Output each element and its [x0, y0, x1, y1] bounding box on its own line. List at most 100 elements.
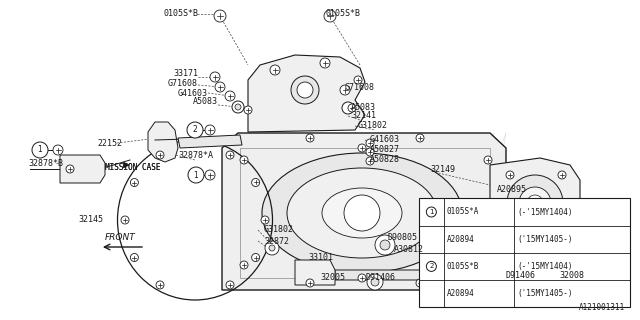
Polygon shape	[222, 133, 506, 290]
Text: ('15MY1405-): ('15MY1405-)	[517, 289, 572, 298]
Circle shape	[358, 274, 366, 282]
Text: D91406: D91406	[365, 274, 395, 283]
Circle shape	[506, 171, 514, 179]
Circle shape	[232, 101, 244, 113]
Circle shape	[354, 76, 362, 84]
Circle shape	[342, 102, 354, 114]
Text: 0105S*B: 0105S*B	[326, 10, 361, 19]
Circle shape	[527, 195, 543, 211]
Text: 32878*A: 32878*A	[178, 150, 213, 159]
Text: 32005: 32005	[320, 274, 345, 283]
Circle shape	[340, 85, 350, 95]
Text: A50828: A50828	[370, 155, 400, 164]
Circle shape	[484, 261, 492, 269]
Text: A5083: A5083	[193, 98, 218, 107]
Text: 32149: 32149	[430, 165, 455, 174]
Circle shape	[367, 274, 383, 290]
Circle shape	[188, 167, 204, 183]
Text: 22152: 22152	[97, 139, 122, 148]
Ellipse shape	[287, 168, 437, 258]
Circle shape	[549, 266, 561, 278]
Circle shape	[244, 106, 252, 114]
Text: 0105S*B: 0105S*B	[164, 10, 199, 19]
Circle shape	[366, 148, 374, 156]
Polygon shape	[248, 55, 365, 132]
Circle shape	[235, 104, 241, 110]
Circle shape	[205, 170, 215, 180]
Text: A20894: A20894	[447, 235, 474, 244]
Circle shape	[53, 145, 63, 155]
Ellipse shape	[322, 188, 402, 238]
Circle shape	[426, 261, 436, 271]
Circle shape	[240, 261, 248, 269]
Circle shape	[426, 207, 436, 217]
Circle shape	[519, 187, 551, 219]
Text: G71608: G71608	[345, 83, 375, 92]
Circle shape	[380, 240, 390, 250]
Text: 2: 2	[429, 263, 433, 269]
Text: (-'15MY1404): (-'15MY1404)	[517, 207, 572, 217]
Circle shape	[252, 253, 260, 261]
Text: A30812: A30812	[394, 244, 424, 253]
Circle shape	[226, 281, 234, 289]
Circle shape	[324, 10, 336, 22]
Text: G71608: G71608	[168, 78, 198, 87]
Circle shape	[375, 235, 395, 255]
Circle shape	[306, 279, 314, 287]
Circle shape	[215, 82, 225, 92]
Text: D90805: D90805	[388, 234, 418, 243]
Text: MISSION CASE: MISSION CASE	[105, 164, 161, 172]
Circle shape	[371, 278, 379, 286]
Text: ('15MY1405-): ('15MY1405-)	[517, 235, 572, 244]
Circle shape	[291, 76, 319, 104]
Text: 32141: 32141	[351, 111, 376, 121]
Circle shape	[558, 171, 566, 179]
Text: A20894: A20894	[447, 289, 474, 298]
Polygon shape	[490, 158, 580, 248]
Circle shape	[32, 142, 48, 158]
Circle shape	[156, 151, 164, 159]
Text: 33101: 33101	[308, 253, 333, 262]
Circle shape	[416, 279, 424, 287]
Text: 32878*B: 32878*B	[28, 158, 63, 167]
Circle shape	[252, 179, 260, 187]
Circle shape	[66, 165, 74, 173]
Circle shape	[156, 281, 164, 289]
Circle shape	[507, 175, 563, 231]
Circle shape	[358, 144, 366, 152]
Circle shape	[214, 10, 226, 22]
Polygon shape	[178, 135, 242, 148]
Text: 32872: 32872	[264, 236, 289, 245]
Polygon shape	[60, 155, 105, 183]
Circle shape	[261, 216, 269, 224]
Circle shape	[297, 82, 313, 98]
Circle shape	[240, 156, 248, 164]
Circle shape	[131, 253, 138, 261]
Text: A50827: A50827	[370, 145, 400, 154]
Text: MISSION CASE: MISSION CASE	[105, 164, 161, 172]
Circle shape	[225, 91, 235, 101]
Text: FRONT: FRONT	[105, 234, 136, 243]
Text: A20895: A20895	[497, 185, 527, 194]
Circle shape	[131, 179, 138, 187]
Circle shape	[320, 58, 330, 68]
Circle shape	[366, 157, 374, 165]
Circle shape	[612, 267, 622, 277]
Circle shape	[484, 156, 492, 164]
Text: 33171: 33171	[173, 69, 198, 78]
Circle shape	[514, 266, 526, 278]
Text: 1: 1	[429, 209, 434, 215]
Text: 0105S*A: 0105S*A	[447, 207, 479, 217]
FancyBboxPatch shape	[419, 198, 630, 307]
Polygon shape	[480, 248, 590, 300]
Text: A5083: A5083	[351, 102, 376, 111]
Text: 1: 1	[38, 146, 42, 155]
Text: A121001311: A121001311	[579, 303, 625, 312]
Text: 32008: 32008	[559, 271, 584, 281]
Text: D91406: D91406	[506, 271, 536, 281]
Text: 32145: 32145	[78, 215, 103, 225]
Text: 0105S*B: 0105S*B	[447, 262, 479, 271]
Circle shape	[121, 216, 129, 224]
Polygon shape	[335, 270, 425, 280]
Polygon shape	[148, 122, 178, 162]
